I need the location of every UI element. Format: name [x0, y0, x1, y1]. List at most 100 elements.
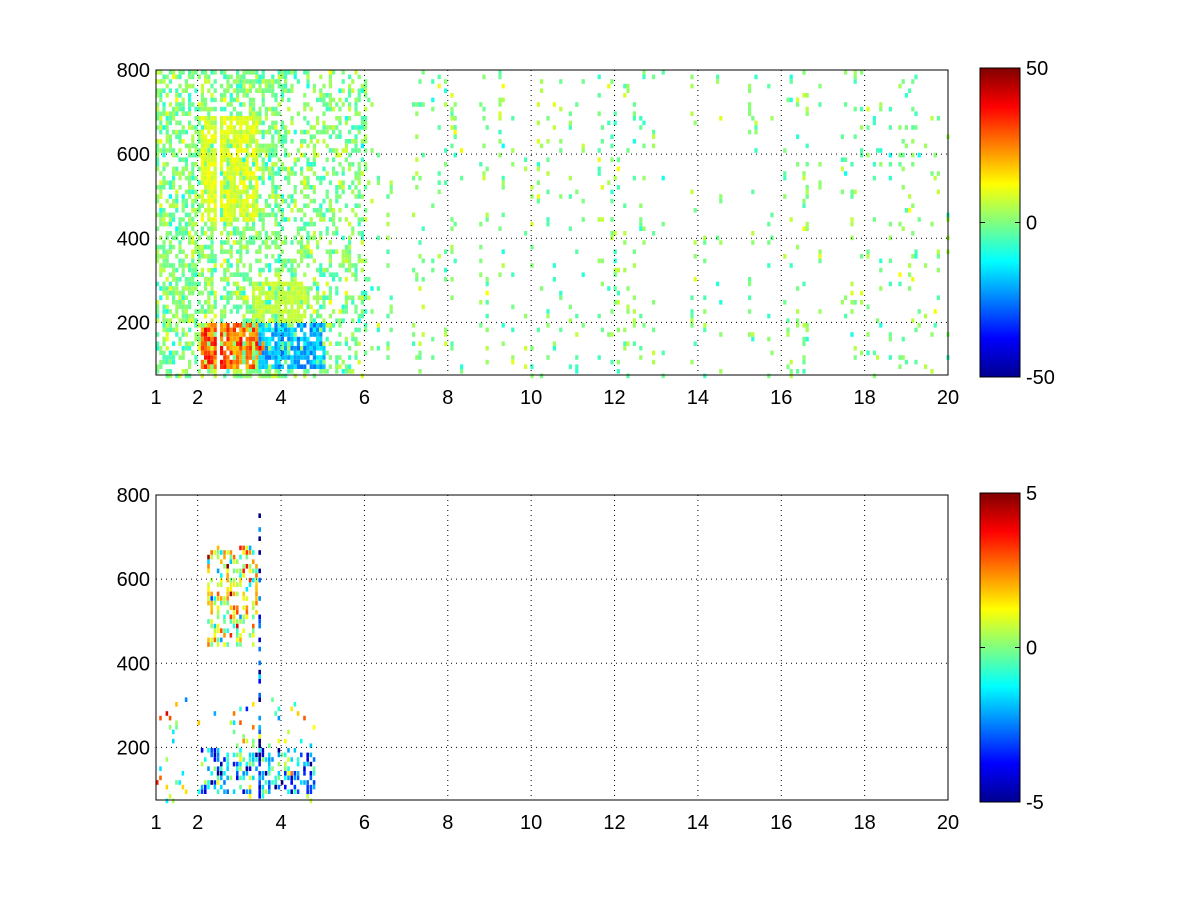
- heatmap-cell: [236, 568, 239, 574]
- heatmap-cell: [168, 725, 172, 730]
- heatmap-cell: [248, 332, 252, 337]
- heatmap-cell: [312, 152, 316, 158]
- heatmap-cell: [216, 596, 220, 601]
- heatmap-cell: [748, 295, 752, 300]
- heatmap-cell: [312, 231, 316, 236]
- heatmap-cell: [415, 185, 419, 190]
- heatmap-cell: [325, 369, 329, 374]
- heatmap-cell: [242, 217, 246, 222]
- heatmap-cell: [344, 267, 348, 273]
- heatmap-cell: [165, 757, 169, 762]
- heatmap-cell: [213, 304, 217, 310]
- heatmap-cell: [248, 789, 252, 794]
- heatmap-cell: [287, 355, 291, 360]
- heatmap-cell: [328, 148, 332, 153]
- heatmap-cell: [268, 752, 271, 758]
- heatmap-cell: [220, 628, 223, 633]
- heatmap-cell: [818, 254, 822, 259]
- heatmap-cell: [348, 295, 352, 300]
- heatmap-cell: [229, 194, 233, 199]
- heatmap-cell: [325, 171, 329, 176]
- heatmap-cell: [232, 610, 236, 615]
- heatmap-cell: [191, 162, 195, 167]
- heatmap-cell: [389, 180, 393, 185]
- heatmap-cell: [319, 355, 323, 360]
- heatmap-cell: [751, 336, 755, 342]
- heatmap-cell: [703, 309, 707, 314]
- heatmap-cell: [223, 194, 227, 199]
- heatmap-cell: [232, 568, 236, 574]
- heatmap-cell: [245, 587, 249, 592]
- heatmap-cell: [210, 610, 213, 615]
- heatmap-cell: [248, 355, 252, 360]
- heatmap-cell: [511, 355, 515, 360]
- heatmap-cell: [264, 162, 268, 167]
- heatmap-cell: [357, 295, 361, 300]
- heatmap-cell: [335, 189, 339, 195]
- heatmap-cell: [165, 346, 169, 351]
- heatmap-cell: [213, 752, 217, 758]
- heatmap-cell: [261, 226, 265, 231]
- heatmap-cell: [236, 249, 240, 254]
- heatmap-cell: [172, 203, 176, 208]
- y-tick-label: 800: [117, 60, 150, 82]
- heatmap-cell: [213, 323, 217, 328]
- heatmap-cell: [344, 341, 348, 346]
- heatmap-cell: [351, 226, 355, 231]
- heatmap-cell: [210, 605, 213, 610]
- heatmap-cell: [479, 258, 483, 264]
- heatmap-cell: [287, 129, 291, 135]
- heatmap-cell: [386, 355, 390, 360]
- heatmap-cell: [261, 88, 265, 93]
- heatmap-cell: [767, 263, 771, 268]
- heatmap-cell: [274, 313, 278, 319]
- heatmap-cell: [236, 290, 240, 296]
- heatmap-cell: [274, 784, 277, 790]
- heatmap-cell: [197, 244, 201, 250]
- heatmap-cell: [853, 74, 857, 80]
- heatmap-cell: [226, 235, 230, 241]
- heatmap-cell: [204, 784, 207, 790]
- heatmap-cell: [172, 166, 176, 172]
- heatmap-cell: [322, 272, 326, 277]
- heatmap-cell: [248, 794, 252, 799]
- heatmap-cell: [338, 208, 342, 213]
- heatmap-cell: [268, 780, 271, 785]
- heatmap-cell: [245, 706, 249, 712]
- heatmap-cell: [191, 185, 195, 190]
- heatmap-cell: [271, 309, 275, 314]
- heatmap-cell: [296, 313, 300, 319]
- heatmap-cell: [159, 208, 163, 213]
- heatmap-cell: [319, 359, 323, 365]
- heatmap-cell: [498, 102, 502, 107]
- heatmap-cell: [197, 134, 201, 139]
- heatmap-cell: [338, 106, 342, 112]
- heatmap-cell: [325, 129, 329, 135]
- heatmap-cell: [242, 313, 246, 319]
- heatmap-cell: [200, 373, 204, 379]
- heatmap-cell: [748, 102, 752, 107]
- heatmap-cell: [306, 162, 310, 167]
- heatmap-cell: [936, 116, 940, 121]
- heatmap-cell: [866, 125, 870, 130]
- heatmap-cell: [303, 139, 307, 144]
- heatmap-cell: [223, 619, 226, 624]
- heatmap-cell: [348, 369, 352, 374]
- heatmap-cell: [312, 346, 316, 351]
- heatmap-cell: [364, 295, 368, 300]
- heatmap-cell: [223, 143, 227, 149]
- heatmap-cell: [751, 332, 755, 337]
- heatmap-cell: [229, 139, 233, 144]
- heatmap-cell: [351, 231, 355, 236]
- heatmap-cell: [172, 198, 176, 204]
- heatmap-cell: [236, 743, 239, 748]
- heatmap-cell: [204, 300, 208, 305]
- heatmap-cell: [328, 295, 332, 300]
- heatmap-cell: [546, 221, 550, 227]
- heatmap-cell: [207, 180, 211, 185]
- heatmap-cell: [357, 162, 361, 167]
- heatmap-cell: [220, 97, 224, 103]
- heatmap-cell: [850, 189, 854, 195]
- heatmap-cell: [252, 568, 255, 574]
- heatmap-cell: [290, 70, 294, 75]
